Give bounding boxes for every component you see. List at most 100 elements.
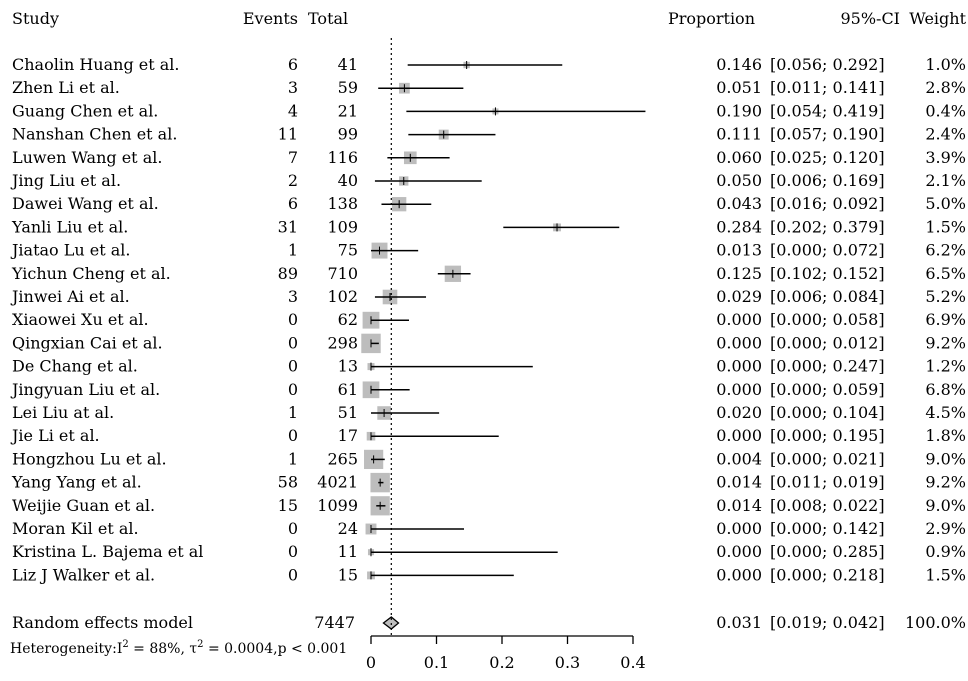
study-total: 75: [338, 241, 358, 260]
study-row: Nanshan Chen et al. 11 99 0.111 [0.057; 0.19…: [12, 125, 966, 144]
study-events: 15: [278, 496, 298, 515]
study-weight: 9.0%: [925, 449, 966, 468]
study-proportion: 0.000: [716, 333, 762, 352]
study-proportion: 0.060: [716, 148, 762, 167]
study-name: Jingyuan Liu et al.: [10, 380, 160, 399]
study-weight: 6.2%: [925, 241, 966, 260]
study-total: 59: [338, 78, 358, 97]
study-weight: 9.2%: [925, 333, 966, 352]
study-name: Zhen Li et al.: [12, 78, 120, 97]
study-proportion: 0.146: [716, 55, 762, 74]
study-weight: 9.2%: [925, 473, 966, 492]
study-events: 1: [288, 241, 298, 260]
summary-row: Random effects model 7447 0.031 [0.019; 0.0…: [12, 613, 966, 632]
header-total: Total: [308, 9, 348, 28]
study-name: Yanli Liu et al.: [11, 217, 128, 236]
study-row: Yichun Cheng et al. 89 710 0.125 [0.102; 0.1…: [11, 264, 966, 283]
study-total: 62: [338, 310, 358, 329]
study-name: Kristina L. Bajema et al: [12, 542, 203, 561]
study-row: Jingyuan Liu et al. 0 61 0.000 [0.000; 0.059…: [10, 380, 966, 399]
study-weight: 2.4%: [925, 125, 966, 144]
study-total: 4021: [317, 473, 358, 492]
study-weight: 1.0%: [925, 55, 966, 74]
study-weight: 2.8%: [925, 78, 966, 97]
study-ci: [0.056; 0.292]: [770, 55, 885, 74]
study-weight: 5.2%: [925, 287, 966, 306]
study-ci: [0.000; 0.104]: [770, 403, 885, 422]
study-total: 102: [327, 287, 358, 306]
study-events: 0: [288, 310, 298, 329]
study-total: 265: [327, 449, 358, 468]
study-proportion: 0.000: [716, 310, 762, 329]
tick-label: 0: [366, 653, 376, 672]
study-name: Weijie Guan et al.: [12, 496, 155, 515]
study-proportion: 0.000: [716, 357, 762, 376]
study-name: Jing Liu et al.: [10, 171, 121, 190]
study-row: Yanli Liu et al. 31 109 0.284 [0.202; 0.379]…: [11, 217, 966, 236]
study-name: Lei Liu at al.: [12, 403, 114, 422]
study-total: 13: [338, 357, 358, 376]
study-events: 0: [288, 333, 298, 352]
study-weight: 1.5%: [925, 565, 966, 584]
study-proportion: 0.013: [716, 241, 762, 260]
study-row: Jing Liu et al. 2 40 0.050 [0.006; 0.169] 2.1…: [10, 171, 966, 190]
study-events: 31: [278, 217, 298, 236]
study-name: Xiaowei Xu et al.: [12, 310, 149, 329]
study-row: Dawei Wang et al. 6 138 0.043 [0.016; 0.092]…: [12, 194, 966, 213]
summary-ci: [0.019; 0.042]: [770, 613, 885, 632]
study-row: Kristina L. Bajema et al 0 11 0.000 [0.000; …: [12, 542, 966, 561]
study-total: 15: [338, 565, 358, 584]
study-name: Jiatao Lu et al.: [10, 241, 131, 260]
tick-label: 0.4: [620, 653, 645, 672]
study-total: 710: [327, 264, 358, 283]
study-events: 1: [288, 403, 298, 422]
study-weight: 0.9%: [925, 542, 966, 561]
study-proportion: 0.284: [716, 217, 762, 236]
study-ci: [0.000; 0.059]: [770, 380, 885, 399]
study-name: Chaolin Huang et al.: [12, 55, 180, 74]
study-events: 0: [288, 519, 298, 538]
study-proportion: 0.000: [716, 542, 762, 561]
study-row: Chaolin Huang et al. 6 41 0.146 [0.056; 0.29…: [12, 55, 966, 74]
study-proportion: 0.014: [716, 496, 762, 515]
study-ci: [0.000; 0.058]: [770, 310, 885, 329]
study-proportion: 0.014: [716, 473, 762, 492]
study-events: 3: [288, 78, 298, 97]
study-events: 4: [288, 101, 298, 120]
study-proportion: 0.000: [716, 426, 762, 445]
study-total: 17: [338, 426, 358, 445]
heterogeneity-text: Heterogeneity:I2 = 88%, τ2 = 0.0004,p < …: [10, 639, 347, 657]
study-total: 41: [338, 55, 358, 74]
study-row: Guang Chen et al. 4 21 0.190 [0.054; 0.419] 0…: [12, 101, 966, 120]
study-weight: 1.8%: [925, 426, 966, 445]
study-name: Jinwei Ai et al.: [10, 287, 130, 306]
study-events: 11: [278, 125, 298, 144]
study-total: 24: [338, 519, 358, 538]
study-ci: [0.000; 0.285]: [770, 542, 885, 561]
study-ci: [0.057; 0.190]: [770, 125, 885, 144]
study-ci: [0.000; 0.247]: [770, 357, 885, 376]
study-proportion: 0.000: [716, 380, 762, 399]
study-weight: 6.8%: [925, 380, 966, 399]
study-events: 1: [288, 449, 298, 468]
study-ci: [0.000; 0.021]: [770, 449, 885, 468]
study-ci: [0.000; 0.142]: [770, 519, 885, 538]
study-ci: [0.202; 0.379]: [770, 217, 885, 236]
study-events: 0: [288, 542, 298, 561]
study-weight: 1.5%: [925, 217, 966, 236]
study-ci: [0.016; 0.092]: [770, 194, 885, 213]
study-events: 3: [288, 287, 298, 306]
column-headers: Study Events Total Proportion 95%-CI Wei…: [12, 9, 967, 28]
study-ci: [0.011; 0.141]: [770, 78, 885, 97]
study-weight: 6.9%: [925, 310, 966, 329]
study-row: Zhen Li et al. 3 59 0.051 [0.011; 0.141] 2.8%: [12, 78, 966, 97]
study-ci: [0.011; 0.019]: [770, 473, 885, 492]
study-weight: 1.2%: [925, 357, 966, 376]
study-ci: [0.000; 0.218]: [770, 565, 885, 584]
study-name: Liz J Walker et al.: [12, 565, 155, 584]
study-weight: 9.0%: [925, 496, 966, 515]
study-name: Yang Yang et al.: [11, 473, 142, 492]
tick-label: 0.3: [555, 653, 580, 672]
study-ci: [0.006; 0.084]: [770, 287, 885, 306]
study-name: Qingxian Cai et al.: [12, 333, 163, 352]
